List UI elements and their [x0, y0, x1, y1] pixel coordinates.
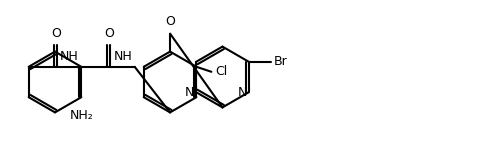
Text: Br: Br — [273, 55, 287, 68]
Text: NH₂: NH₂ — [69, 109, 93, 122]
Text: O: O — [52, 27, 62, 40]
Text: Cl: Cl — [215, 65, 227, 78]
Text: NH: NH — [60, 50, 78, 63]
Text: N: N — [237, 86, 246, 99]
Text: O: O — [105, 27, 114, 40]
Text: NH: NH — [113, 50, 132, 63]
Text: O: O — [165, 15, 175, 28]
Text: N: N — [184, 86, 194, 99]
